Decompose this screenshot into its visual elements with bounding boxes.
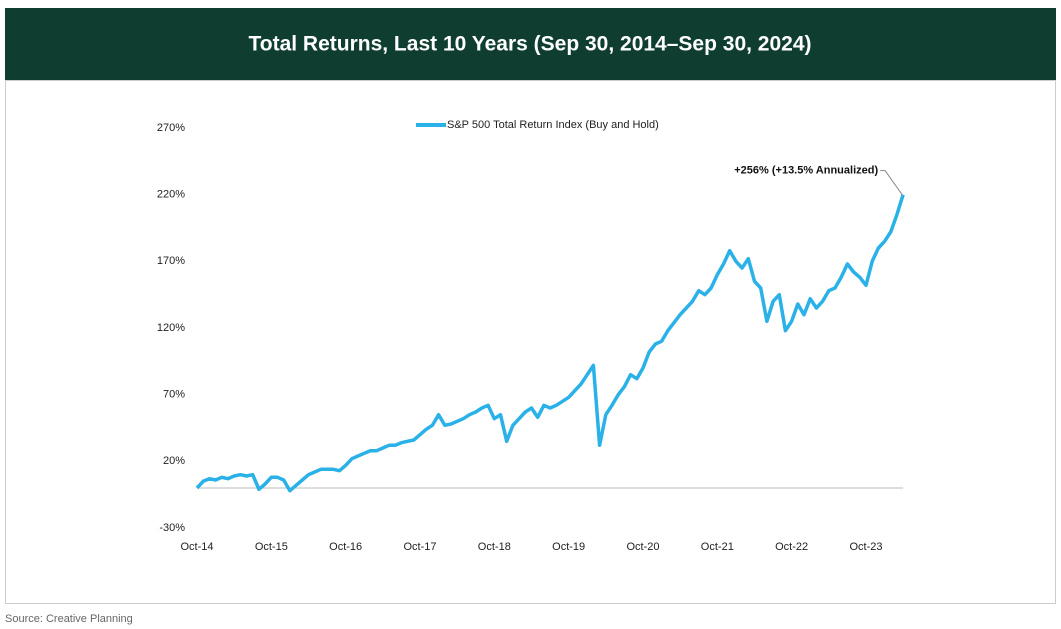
x-tick-label: Oct-14 (180, 541, 213, 553)
x-tick-label: Oct-22 (775, 541, 808, 553)
x-tick-label: Oct-18 (478, 541, 511, 553)
annotation-leader (880, 170, 903, 195)
x-tick-label: Oct-21 (701, 541, 734, 553)
y-tick-label: 120% (157, 322, 185, 334)
header-band (5, 8, 1056, 80)
y-tick-label: 270% (157, 122, 185, 134)
y-tick-label: 170% (157, 255, 185, 267)
x-tick-label: Oct-19 (552, 541, 585, 553)
x-tick-label: Oct-16 (329, 541, 362, 553)
x-tick-label: Oct-15 (255, 541, 288, 553)
chart-title: Total Returns, Last 10 Years (Sep 30, 20… (248, 33, 811, 56)
y-tick-label: 20% (163, 455, 185, 467)
y-tick-label: 220% (157, 189, 185, 201)
series-line (195, 194, 905, 493)
x-tick-label: Oct-17 (403, 541, 436, 553)
annotation: +256% (+13.5% Annualized) (734, 165, 878, 177)
chart-frame (5, 80, 1056, 604)
source-note: Source: Creative Planning (5, 613, 133, 625)
x-tick-label: Oct-20 (626, 541, 659, 553)
y-tick-label: 70% (163, 389, 185, 401)
legend-label: S&P 500 Total Return Index (Buy and Hold… (447, 119, 659, 131)
x-tick-label: Oct-23 (849, 541, 882, 553)
y-tick-label: -30% (159, 522, 185, 534)
